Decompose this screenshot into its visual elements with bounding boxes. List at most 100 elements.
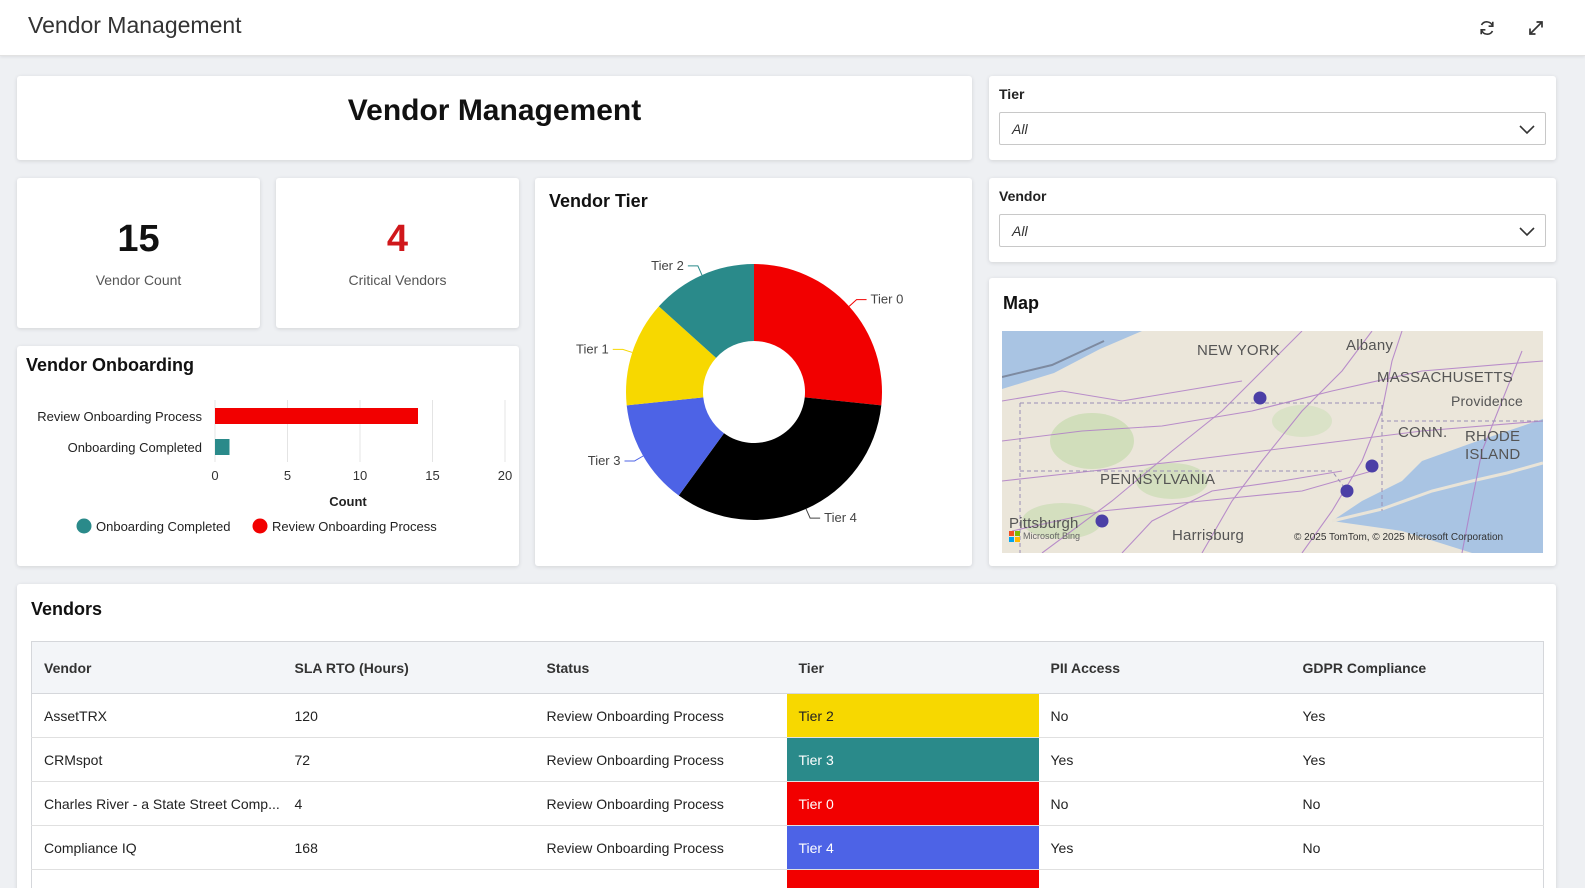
cell-tier: Tier 0	[786, 781, 1039, 826]
map-card: Map	[989, 278, 1556, 566]
vendor-filter-label: Vendor	[999, 188, 1047, 204]
column-header-sla[interactable]: SLA RTO (Hours)	[282, 641, 535, 694]
x-tick-label: 5	[284, 468, 291, 483]
donut-slice	[754, 264, 882, 406]
table-row[interactable]: Charles River - a State Street Comp... 4…	[31, 781, 1544, 826]
map-label-providence: Providence	[1451, 393, 1524, 409]
donut-slice	[678, 397, 882, 520]
map-background	[1002, 331, 1543, 553]
donut-slice	[626, 306, 717, 406]
slice-label: Tier 4	[824, 510, 857, 525]
cell-pii: Yes	[1038, 825, 1291, 870]
cell-status	[534, 869, 787, 888]
cell-sla: 120	[282, 693, 535, 738]
chevron-down-icon	[1519, 125, 1535, 135]
cell-vendor: Charles River - a State Street Comp...	[31, 781, 283, 826]
cell-status: Review Onboarding Process	[534, 737, 787, 782]
column-header-status[interactable]: Status	[534, 641, 787, 694]
leader-line	[612, 348, 633, 353]
top-bar: Vendor Management	[0, 0, 1585, 56]
map-label-rhode-island: RHODE ISLAND	[1465, 428, 1521, 463]
dashboard-title: Vendor Management	[347, 94, 642, 127]
x-tick-label: 0	[211, 468, 218, 483]
expand-icon[interactable]	[1522, 14, 1550, 42]
slice-label: Tier 0	[871, 292, 904, 307]
leader-line	[848, 299, 867, 307]
legend-marker	[252, 518, 268, 534]
kpi-vendor-count: 15 Vendor Count	[17, 178, 260, 328]
tier-filter-card: Tier All	[989, 76, 1556, 160]
cell-tier: Tier 3	[786, 737, 1039, 782]
vendors-table: Vendor SLA RTO (Hours) Status Tier PII A…	[31, 641, 1544, 888]
map-label-massachusetts: MASSACHUSETTS	[1377, 369, 1513, 386]
cell-vendor: AssetTRX	[31, 693, 283, 738]
slice-label: Tier 3	[588, 453, 621, 468]
donut-slice	[626, 397, 725, 496]
map-label-albany: Albany	[1346, 337, 1394, 354]
map-label-harrisburg: Harrisburg	[1172, 527, 1245, 544]
header-card: Vendor Management	[17, 76, 972, 160]
chevron-down-icon	[1519, 227, 1535, 237]
map-label-new-york: NEW YORK	[1197, 342, 1281, 359]
table-row[interactable]: AssetTRX 120 Review Onboarding Process T…	[31, 693, 1544, 738]
cell-tier	[786, 869, 1039, 888]
vendor-dropdown-value: All	[1012, 223, 1028, 239]
leader-line	[687, 265, 703, 276]
cell-pii: No	[1038, 781, 1291, 826]
slice-label: Tier 2	[651, 258, 684, 273]
cell-sla: 168	[282, 825, 535, 870]
kpi-value: 4	[386, 218, 409, 260]
legend-label: Onboarding Completed	[96, 519, 230, 534]
cell-status: Review Onboarding Process	[534, 781, 787, 826]
cell-gdpr: Yes	[1290, 737, 1544, 782]
x-tick-label: 15	[425, 468, 439, 483]
cell-vendor: Compliance IQ	[31, 825, 283, 870]
table-row[interactable]: Compliance IQ 168 Review Onboarding Proc…	[31, 825, 1544, 870]
tier-filter-label: Tier	[999, 86, 1025, 102]
table-header-row: Vendor SLA RTO (Hours) Status Tier PII A…	[31, 641, 1544, 694]
map-label-pittsburgh: Pittsburgh	[1009, 515, 1079, 532]
refresh-icon[interactable]	[1473, 14, 1501, 42]
vendor-filter-card: Vendor All	[989, 178, 1556, 262]
cell-pii: No	[1038, 693, 1291, 738]
map-label-conn: CONN.	[1398, 424, 1448, 441]
app-title: Vendor Management	[28, 12, 242, 38]
y-tick-label: Onboarding Completed	[68, 440, 202, 455]
map-label-pennsylvania: PENNSYLVANIA	[1100, 471, 1216, 488]
column-header-pii[interactable]: PII Access	[1038, 641, 1291, 694]
cell-vendor: CRMspot	[31, 737, 283, 782]
map-title: Map	[1003, 293, 1039, 313]
legend-marker	[76, 518, 92, 534]
x-tick-label: 10	[353, 468, 367, 483]
cell-sla: 72	[282, 737, 535, 782]
vendor-onboarding-title: Vendor Onboarding	[26, 355, 195, 375]
table-row[interactable]: CRMspot 72 Review Onboarding Process Tie…	[31, 737, 1544, 782]
kpi-value: 15	[117, 218, 160, 260]
table-row[interactable]	[31, 869, 1544, 888]
cell-gdpr	[1290, 869, 1544, 888]
cell-gdpr: Yes	[1290, 693, 1544, 738]
column-header-gdpr[interactable]: GDPR Compliance	[1290, 641, 1544, 694]
leader-line	[805, 508, 821, 519]
column-header-tier[interactable]: Tier	[786, 641, 1039, 694]
bar	[215, 439, 230, 455]
slice-label: Tier 1	[576, 341, 609, 356]
tier-dropdown[interactable]: All	[999, 112, 1546, 145]
vendor-dropdown[interactable]: All	[999, 214, 1546, 247]
cell-pii: Yes	[1038, 737, 1291, 782]
vendor-tier-card: Vendor Tier Tier 0 Tier 4 Tier 3 Tier 1 Tier…	[535, 178, 972, 566]
vendor-tier-title: Vendor Tier	[549, 191, 648, 211]
kpi-label: Vendor Count	[95, 272, 182, 288]
legend-label: Review Onboarding Process	[272, 519, 437, 534]
map-markers	[1095, 391, 1379, 528]
map-bing-text: Microsoft Bing	[1023, 531, 1081, 541]
map-view[interactable]: NEW YORK Albany MASSACHUSETTS Providence…	[1002, 331, 1543, 553]
cell-gdpr: No	[1290, 825, 1544, 870]
vendor-onboarding-card: Vendor Onboarding 0 5 10 15 20 Review Onboard…	[17, 346, 519, 566]
column-header-vendor[interactable]: Vendor	[31, 641, 283, 694]
cell-status: Review Onboarding Process	[534, 693, 787, 738]
cell-vendor	[31, 869, 283, 888]
vendors-title: Vendors	[31, 599, 103, 619]
kpi-label: Critical Vendors	[348, 272, 447, 288]
x-tick-label: 20	[498, 468, 512, 483]
